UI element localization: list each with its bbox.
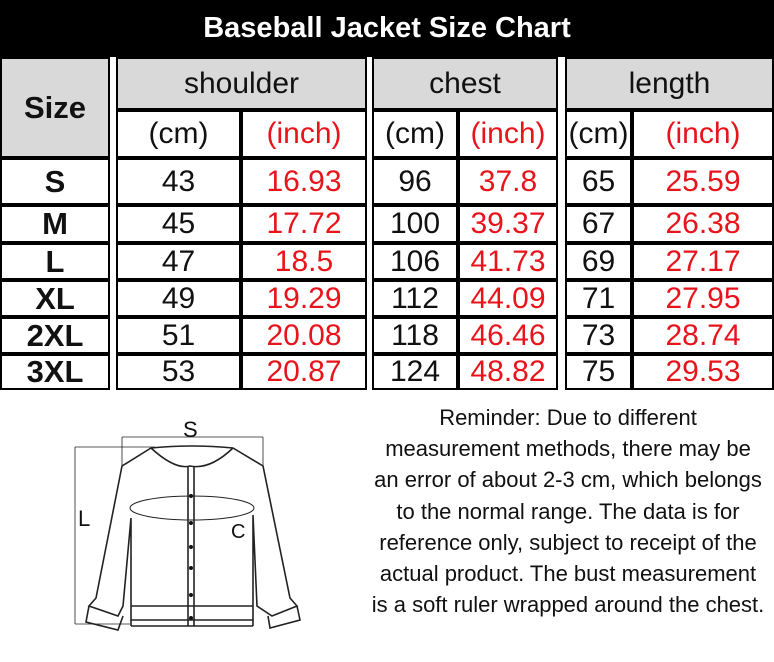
chest-cm-cell: 124 xyxy=(372,354,458,390)
chest-label: C xyxy=(231,521,245,543)
shoulder-cm-cell: 51 xyxy=(116,317,241,354)
jacket-diagram: S L C xyxy=(74,417,301,631)
shoulder-inch-cell: 20.08 xyxy=(241,317,367,354)
size-cell: L xyxy=(0,243,110,280)
shoulder-cm-cell: 47 xyxy=(116,243,241,280)
shoulder-cm-unit: (cm) xyxy=(116,110,241,158)
chest-inch-cell: 48.82 xyxy=(458,354,558,390)
chest-cm-cell: 106 xyxy=(372,243,458,280)
shoulder-inch-cell: 17.72 xyxy=(241,205,367,243)
length-cm-cell: 69 xyxy=(565,243,632,280)
shoulder-cm-cell: 43 xyxy=(116,158,241,205)
size-cell: 2XL xyxy=(0,317,110,354)
length-inch-cell: 27.17 xyxy=(632,243,774,280)
jacket-outline xyxy=(87,445,299,621)
size-cell: M xyxy=(0,205,110,243)
length-cm-cell: 71 xyxy=(565,280,632,317)
shoulder-inch-cell: 16.93 xyxy=(241,158,367,205)
chest-inch-cell: 39.37 xyxy=(458,205,558,243)
chest-inch-cell: 37.8 xyxy=(458,158,558,205)
chest-inch-cell: 44.09 xyxy=(458,280,558,317)
size-header: Size xyxy=(0,57,110,158)
shoulder-cm-cell: 49 xyxy=(116,280,241,317)
length-inch-cell: 29.53 xyxy=(632,354,774,390)
length-inch-cell: 27.95 xyxy=(632,280,774,317)
chest-cm-unit: (cm) xyxy=(372,110,458,158)
chest-header: chest xyxy=(372,57,558,110)
shoulder-inch-cell: 18.5 xyxy=(241,243,367,280)
length-inch-cell: 28.74 xyxy=(632,317,774,354)
length-label: L xyxy=(78,506,90,531)
shoulder-header: shoulder xyxy=(116,57,367,110)
chest-cm-cell: 118 xyxy=(372,317,458,354)
chest-cm-cell: 112 xyxy=(372,280,458,317)
length-cm-cell: 67 xyxy=(565,205,632,243)
length-cm-cell: 65 xyxy=(565,158,632,205)
chest-measure-ellipse xyxy=(129,495,255,521)
shoulder-cm-cell: 45 xyxy=(116,205,241,243)
shoulder-inch-cell: 20.87 xyxy=(241,354,367,390)
chest-inch-unit: (inch) xyxy=(458,110,558,158)
chest-inch-cell: 46.46 xyxy=(458,317,558,354)
chart-title: Baseball Jacket Size Chart xyxy=(0,0,774,57)
chest-cm-cell: 100 xyxy=(372,205,458,243)
reminder-text: Reminder: Due to different measurement m… xyxy=(371,405,765,618)
size-cell: XL xyxy=(0,280,110,317)
shoulder-cm-cell: 53 xyxy=(116,354,241,390)
chest-inch-cell: 41.73 xyxy=(458,243,558,280)
chest-cm-cell: 96 xyxy=(372,158,458,205)
length-header: length xyxy=(565,57,774,110)
length-cm-cell: 73 xyxy=(565,317,632,354)
length-inch-cell: 25.59 xyxy=(632,158,774,205)
shoulder-label: S xyxy=(183,417,198,442)
size-cell: 3XL xyxy=(0,354,110,390)
shoulder-inch-unit: (inch) xyxy=(241,110,367,158)
length-inch-cell: 26.38 xyxy=(632,205,774,243)
shoulder-inch-cell: 19.29 xyxy=(241,280,367,317)
length-cm-cell: 75 xyxy=(565,354,632,390)
length-inch-unit: (inch) xyxy=(632,110,774,158)
length-cm-unit: (cm) xyxy=(565,110,632,158)
size-cell: S xyxy=(0,158,110,205)
